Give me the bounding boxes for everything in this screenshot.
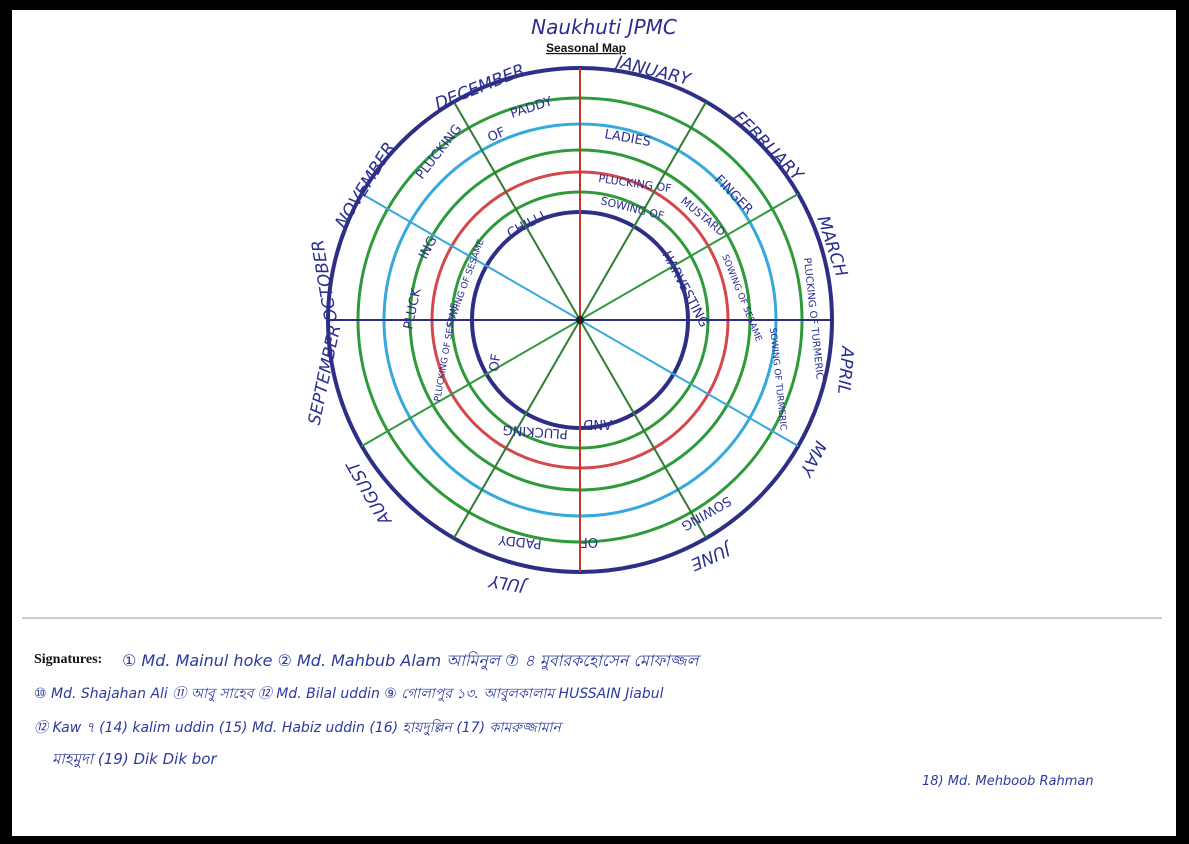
seasonal-map-diagram: Naukhuti JPMC Seasonal Map JANUARY FEBRU…	[22, 15, 1162, 619]
paddy-upper-of: OF	[486, 125, 508, 146]
chilli-label: CHILLI	[505, 209, 548, 241]
month-september: SEPTEMBER	[305, 323, 346, 427]
signatures-section: Signatures: ① Md. Mainul hoke ② Md. Mahb…	[12, 628, 1176, 836]
signature-line-5: 18) Md. Mehboob Rahman	[922, 774, 1094, 789]
turmeric-sowing: SOWING OF TURMERIC	[767, 327, 788, 431]
month-march: MARCH	[813, 214, 851, 280]
month-january: JANUARY	[611, 52, 694, 91]
month-november: NOVEMBER	[331, 139, 400, 232]
chilli-of: OF	[487, 353, 504, 373]
map-title: Seasonal Map	[546, 41, 626, 55]
finger-label: FINGER	[711, 172, 755, 217]
paddy-upper-paddy: PADDY	[509, 94, 555, 122]
month-july: JULY	[486, 570, 529, 597]
mustard-sowing: SOWING OF	[599, 194, 665, 222]
mustard-plucking: PLUCKING OF	[598, 172, 673, 195]
center-dot	[576, 316, 584, 324]
chilli-plucking: PLUCKING	[502, 421, 568, 441]
sesame-left-sowing: SOWING OF SESAME	[445, 238, 486, 329]
scanned-sheet: Naukhuti JPMC Seasonal Map JANUARY FEBRU…	[12, 10, 1176, 836]
signature-line-3: ⑫ Kaw ৭ (14) kalim uddin (15) Md. Habiz …	[34, 720, 561, 736]
chilli-and: AND	[583, 416, 612, 431]
turmeric-plucking: PLUCKING OF TURMERIC	[801, 257, 825, 380]
signature-line-1: ① Md. Mainul hoke ② Md. Mahbub Alam আমিন…	[122, 651, 699, 670]
paddy-lower-paddy: PADDY	[498, 532, 543, 551]
ladies-label: LADIES	[603, 127, 652, 150]
pluck-label: PLUCK	[401, 287, 424, 331]
month-february: FEBRUARY	[729, 107, 808, 186]
month-april: APRIL	[833, 345, 857, 396]
handwritten-title: Naukhuti JPMC	[531, 15, 677, 39]
signature-line-4: মাহমুদা (19) Dik Dik bor	[52, 750, 217, 768]
signature-line-2: ⑩ Md. Shajahan Ali ⑪ আবু সাহেব ⑫ Md. Bil…	[34, 686, 664, 702]
month-august: AUGUST	[342, 455, 396, 529]
paddy-lower-of: OF	[580, 534, 598, 549]
signatures-label: Signatures:	[34, 652, 103, 667]
paddy-upper-plucking: PLUCKING	[413, 122, 465, 183]
